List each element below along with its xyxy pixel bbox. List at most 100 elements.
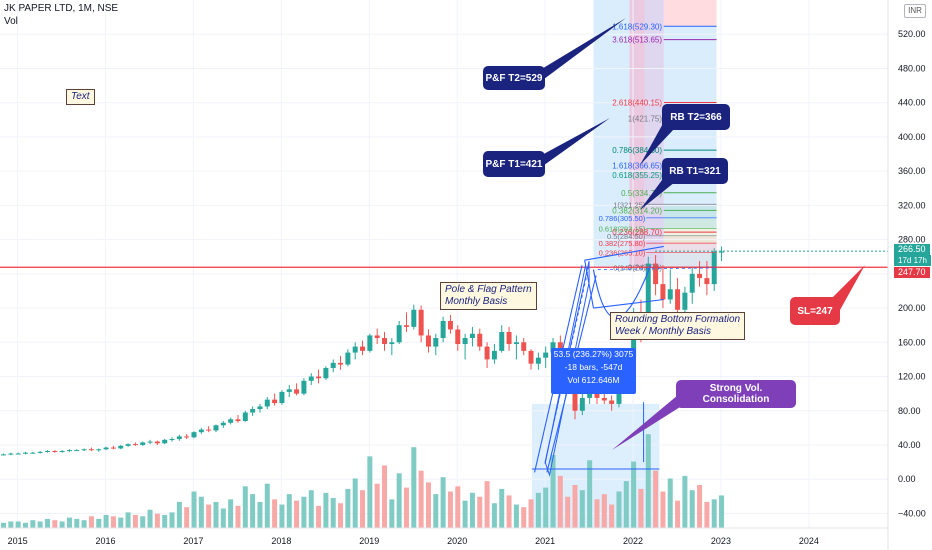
candle-body xyxy=(323,367,329,379)
candle-body xyxy=(59,450,65,452)
volume-bar xyxy=(88,516,94,528)
y-tick-label: 120.00 xyxy=(898,372,926,382)
volume-bar xyxy=(206,504,212,528)
volume-bar xyxy=(140,516,146,528)
candle-body xyxy=(462,338,468,345)
measure-line-3: Vol 612.646M xyxy=(567,375,620,385)
volume-bar xyxy=(521,507,527,528)
candle-body xyxy=(118,445,124,449)
pole-flag-note: Pole & Flag Pattern Monthly Basis xyxy=(440,282,537,310)
volume-bar xyxy=(506,495,512,528)
volume-bars xyxy=(1,434,725,528)
candle-body xyxy=(367,335,373,351)
measure-line-2: -18 bars, -547d xyxy=(564,362,623,372)
volume-bar xyxy=(382,465,388,528)
volume-bar xyxy=(667,478,673,528)
candle-body xyxy=(477,333,483,347)
volume-bar xyxy=(74,518,80,528)
currency-badge[interactable]: INR xyxy=(904,4,926,18)
volume-bar xyxy=(52,520,58,528)
volume-bar xyxy=(550,455,556,528)
candle-body xyxy=(396,325,402,343)
fib-ext-label: 0.786(384.50) xyxy=(612,146,662,155)
volume-bar xyxy=(345,488,351,528)
fib-zone-blue-left xyxy=(593,0,630,268)
volume-bar xyxy=(213,501,219,528)
fib-ext-label: 1.618(529.30) xyxy=(612,22,662,31)
volume-bar xyxy=(711,499,717,528)
volume-bar xyxy=(638,488,644,528)
candle-body xyxy=(301,380,307,394)
y-tick-label: 480.00 xyxy=(898,63,926,73)
candle-body xyxy=(206,429,212,431)
y-tick-label: 280.00 xyxy=(898,235,926,245)
volume-bar xyxy=(162,514,168,528)
volume-bar xyxy=(719,495,725,528)
candle-body xyxy=(484,346,490,360)
flag-lower xyxy=(593,298,664,309)
candle-body xyxy=(543,352,549,358)
volume-bar xyxy=(316,505,322,528)
volume-bar xyxy=(169,512,175,528)
volume-bar xyxy=(191,491,197,528)
candle-body xyxy=(675,289,681,310)
y-tick-label: 520.00 xyxy=(898,29,926,39)
candle-body xyxy=(110,447,116,449)
pole-dashed xyxy=(544,265,590,463)
volume-bar xyxy=(594,499,600,528)
candle-body xyxy=(147,441,153,443)
volume-bar xyxy=(242,486,248,528)
fib-ext-label: 2.618(440.15) xyxy=(612,99,662,108)
candle-body xyxy=(601,397,607,401)
candle-body xyxy=(52,450,58,452)
volume-bar xyxy=(675,500,681,528)
candle-body xyxy=(81,449,87,451)
candle-body xyxy=(103,447,109,450)
volume-bar xyxy=(118,517,124,528)
y-tick-label: 200.00 xyxy=(898,303,926,313)
volume-bar xyxy=(704,501,710,528)
candle-body xyxy=(220,422,226,426)
volume-bar xyxy=(660,491,666,528)
y-tick-label: 80.00 xyxy=(898,406,921,416)
callout-stop-loss: SL=247 xyxy=(790,297,840,325)
volume-bar xyxy=(579,490,585,528)
pointer-strong-volume xyxy=(612,395,688,450)
volume-bar xyxy=(30,520,36,528)
volume-bar xyxy=(360,490,366,528)
time-axis: 2015 2016 2017 2018 2019 2020 2021 2022 2023 2024 xyxy=(0,527,888,546)
candle-body xyxy=(257,406,263,410)
candle-body xyxy=(521,342,527,351)
volume-bar xyxy=(645,434,651,528)
x-tick-label: 2015 xyxy=(8,536,28,546)
volume-bar xyxy=(682,475,688,528)
fib-ext-label: 0.236(288.70) xyxy=(612,228,662,237)
candle-body xyxy=(403,325,409,327)
candle-body xyxy=(272,399,278,404)
volume-bar xyxy=(235,505,241,528)
x-tick-label: 2023 xyxy=(711,536,731,546)
candle-body xyxy=(506,332,512,345)
symbol-title: JK PAPER LTD, 1M, NSE xyxy=(4,3,119,14)
volume-bar xyxy=(587,460,593,528)
volume-bar xyxy=(59,521,65,528)
volume-bar xyxy=(220,508,226,528)
candle-body xyxy=(242,412,248,422)
flag-edge xyxy=(584,260,595,309)
candle-body xyxy=(491,350,497,360)
volume-bar xyxy=(477,496,483,528)
volume-bar xyxy=(528,499,534,528)
volume-bar xyxy=(44,518,50,528)
volume-bar xyxy=(425,482,431,528)
y-tick-label: 160.00 xyxy=(898,337,926,347)
candle-body xyxy=(374,335,380,339)
y-tick-label: 360.00 xyxy=(898,166,926,176)
candle-body xyxy=(330,362,336,368)
y-tick-label: 400.00 xyxy=(898,132,926,142)
volume-bar xyxy=(609,504,615,528)
volume-bar xyxy=(491,503,497,528)
candle-body xyxy=(572,385,578,411)
fib-ext-label: 3.618(513.65) xyxy=(612,36,662,45)
volume-bar xyxy=(125,512,131,528)
